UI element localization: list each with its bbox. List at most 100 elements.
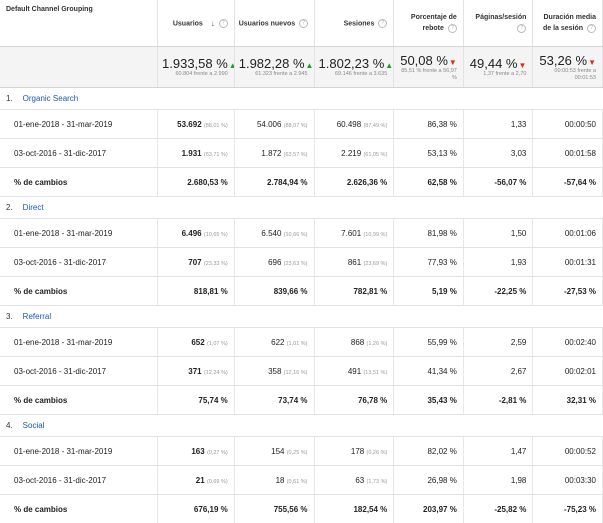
change-value: -57,64 % [533,168,603,197]
metric-value: 00:00:52 [565,447,596,456]
metric-cell: 00:01:06 [533,219,603,248]
date-range-label: 01-ene-2018 - 31-mar-2019 [0,328,158,357]
column-label: Sesiones [344,20,375,27]
column-header-usuarios[interactable]: Usuarios ↓ ? [158,0,235,47]
change-value: 782,81 % [314,277,394,306]
metric-cell: 00:01:58 [533,139,603,168]
question-circle-icon[interactable]: ? [219,19,228,28]
metric-cell: 00:02:40 [533,328,603,357]
group-row: 4.Social [0,415,603,437]
summary-value: 53,26 % [539,53,587,68]
group-name-link[interactable]: Direct [23,203,44,212]
metric-value: 77,93 % [427,258,456,267]
metric-share: (10,65 %) [204,232,228,238]
metric-value: 1,47 [511,447,527,456]
question-circle-icon[interactable]: ? [448,24,457,33]
metric-share: (1,73 %) [367,479,388,485]
summary-value: 49,44 % [470,56,518,71]
metric-cell: 60.498 (87,49 %) [314,110,394,139]
group-label: 2.Direct [0,197,158,219]
metric-value: 00:02:01 [565,367,596,376]
summary-value-line: 1.982,28 %▲ [239,56,308,71]
date-range-label: 01-ene-2018 - 31-mar-2019 [0,437,158,466]
column-header-rebote[interactable]: Porcentaje de rebote ? [394,0,464,47]
metric-cell: 41,34 % [394,357,464,386]
metric-value: 26,98 % [427,476,456,485]
change-value: 75,74 % [158,386,235,415]
metric-cell: 622 (1,01 %) [234,328,314,357]
date-range-label: 01-ene-2018 - 31-mar-2019 [0,110,158,139]
summary-detail: 00:00:53 frente a 00:01:53 [537,68,596,82]
metric-share: (13,51 %) [363,370,387,376]
change-value: 182,54 % [314,495,394,523]
metric-cell: 1,33 [463,110,533,139]
summary-cell: 49,44 %▼1,37 frente a 2,70 [463,47,533,88]
metric-cell: 154 (0,25 %) [234,437,314,466]
group-name-link[interactable]: Social [23,421,45,430]
metric-cell: 53.692 (88,01 %) [158,110,235,139]
metric-value: 154 [271,447,284,456]
metric-share: (88,01 %) [204,123,228,129]
metric-value: 178 [351,447,364,456]
summary-cell: 1.982,28 %▲61.323 frente a 2.945 [234,47,314,88]
column-header-sesiones[interactable]: Sesiones ? [314,0,394,47]
group-name-link[interactable]: Organic Search [23,94,79,103]
dimension-header[interactable]: Default Channel Grouping [0,0,158,47]
change-value: 35,43 % [394,386,464,415]
column-header-paginas-sesion[interactable]: Páginas/sesión ? [463,0,533,47]
metric-cell: 21 (0,69 %) [158,466,235,495]
metric-share: (61,05 %) [363,152,387,158]
question-circle-icon[interactable]: ? [517,24,526,33]
metric-cell: 1,93 [463,248,533,277]
metric-share: (1,01 %) [287,341,308,347]
question-circle-icon[interactable]: ? [299,19,308,28]
metric-cell: 00:01:31 [533,248,603,277]
metric-value: 18 [276,476,285,485]
change-value: 76,78 % [314,386,394,415]
column-header-duracion[interactable]: Duración media de la sesión ? [533,0,603,47]
column-label: Usuarios nuevos [239,20,295,27]
question-circle-icon[interactable]: ? [378,19,387,28]
column-header-usuarios-nuevos[interactable]: Usuarios nuevos ? [234,0,314,47]
metric-cell: 1,47 [463,437,533,466]
change-value: -2,81 % [463,386,533,415]
change-label: % de cambios [0,495,158,523]
triangle-down-icon: ▼ [518,61,526,70]
change-value: 2.626,36 % [314,168,394,197]
group-name-link[interactable]: Referral [23,312,51,321]
metric-value: 82,02 % [427,447,456,456]
summary-value-line: 53,26 %▼ [537,53,596,68]
metric-cell: 63 (1,73 %) [314,466,394,495]
question-circle-icon[interactable]: ? [587,24,596,33]
metric-cell: 26,98 % [394,466,464,495]
change-value: 73,74 % [234,386,314,415]
metric-cell: 86,38 % [394,110,464,139]
metric-cell: 6.540 (10,66 %) [234,219,314,248]
metric-share: (10,66 %) [284,232,308,238]
triangle-up-icon: ▲ [229,61,234,70]
metric-value: 3,03 [511,149,527,158]
change-value: 32,31 % [533,386,603,415]
change-value: -75,23 % [533,495,603,523]
metric-share: (23,69 %) [363,261,387,267]
change-value: 5,19 % [394,277,464,306]
metric-cell: 18 (0,61 %) [234,466,314,495]
date-range-label: 03-oct-2016 - 31-dic-2017 [0,466,158,495]
metric-cell: 861 (23,69 %) [314,248,394,277]
summary-value-line: 49,44 %▼ [468,56,527,71]
metric-cell: 1,98 [463,466,533,495]
summary-detail: 61.323 frente a 2.945 [239,71,308,78]
metric-value: 63 [355,476,364,485]
metric-value: 1.931 [182,149,202,158]
metric-value: 60.498 [337,120,361,129]
summary-value-line: 50,08 %▼ [398,53,457,68]
sort-down-arrow-icon[interactable]: ↓ [211,19,215,28]
metric-cell: 00:03:30 [533,466,603,495]
